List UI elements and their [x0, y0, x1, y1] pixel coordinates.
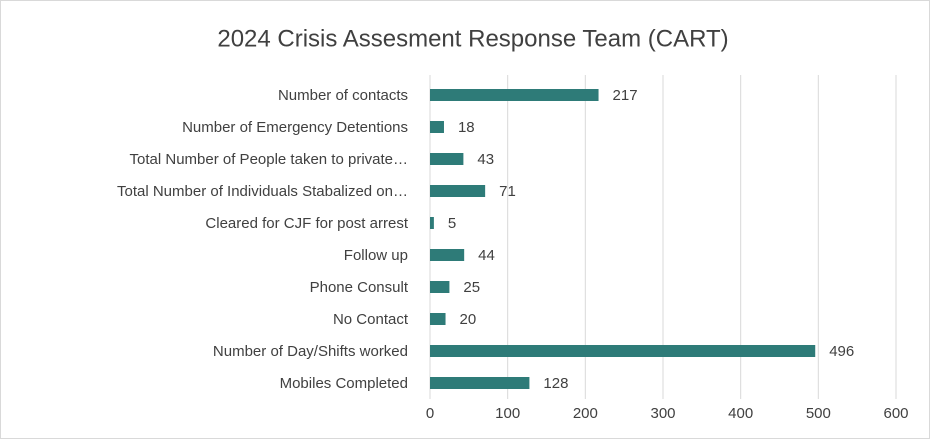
bar	[430, 345, 816, 357]
bar	[430, 153, 464, 165]
value-label: 71	[499, 183, 516, 200]
x-tick-label: 400	[728, 405, 753, 422]
y-tick-label: Number of Emergency Detentions	[182, 119, 408, 136]
y-tick-label: Number of Day/Shifts worked	[213, 343, 408, 360]
value-label: 20	[460, 311, 477, 328]
bar	[430, 121, 444, 133]
bar	[430, 185, 486, 197]
value-label: 217	[613, 87, 638, 104]
bar	[430, 313, 446, 325]
value-label: 496	[829, 343, 854, 360]
value-label: 128	[543, 375, 568, 392]
x-tick-label: 200	[573, 405, 598, 422]
x-tick-label: 500	[806, 405, 831, 422]
bar	[430, 249, 465, 261]
y-tick-label: Total Number of People taken to private…	[130, 151, 408, 168]
y-tick-label: Phone Consult	[310, 279, 409, 296]
x-tick-label: 600	[883, 405, 908, 422]
y-tick-label: No Contact	[333, 311, 409, 328]
y-tick-label: Number of contacts	[278, 87, 408, 104]
bar	[430, 377, 530, 389]
x-tick-label: 0	[426, 405, 434, 422]
value-label: 25	[463, 279, 480, 296]
x-tick-label: 300	[650, 405, 675, 422]
value-label: 44	[478, 247, 495, 264]
bar	[430, 281, 450, 293]
y-tick-label: Cleared for CJF for post arrest	[205, 215, 408, 232]
value-label: 5	[448, 215, 456, 232]
bar	[430, 89, 599, 101]
chart-title: 2024 Crisis Assesment Response Team (CAR…	[217, 25, 728, 52]
y-tick-label: Follow up	[344, 247, 408, 264]
x-tick-label: 100	[495, 405, 520, 422]
value-label: 18	[458, 119, 475, 136]
value-label: 43	[477, 151, 494, 168]
bar	[430, 217, 434, 229]
y-tick-label: Total Number of Individuals Stabalized o…	[117, 183, 408, 200]
y-tick-label: Mobiles Completed	[280, 375, 408, 392]
